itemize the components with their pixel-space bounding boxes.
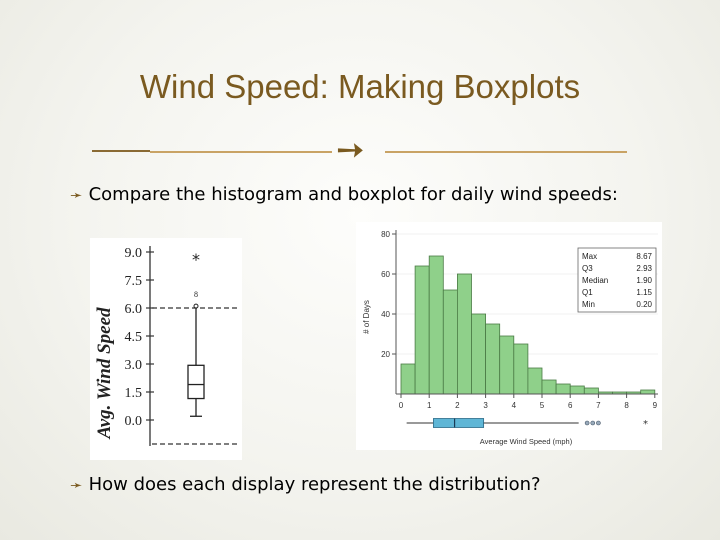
y-tick-label: 80 (381, 230, 390, 239)
summary-row-value: 8.67 (636, 252, 652, 261)
histogram-bar (414, 265, 430, 395)
histogram-x-ticks: 0 1 2 3 4 5 6 7 8 9 (399, 394, 658, 410)
histogram-bar (442, 289, 458, 395)
summary-row-value: 1.15 (636, 288, 652, 297)
boxplot-outlier-star: * (643, 419, 648, 430)
histogram-bar (471, 313, 487, 395)
handdrawn-tick-label: 0.0 (125, 414, 143, 429)
summary-row-label: Max (582, 252, 597, 261)
summary-table-border (577, 247, 657, 313)
histogram-bar (513, 343, 529, 395)
handdrawn-ticks: 9.0 7.5 6.0 4.5 3.0 1.5 0.0 (125, 246, 154, 429)
histogram-boxplot: * (406, 418, 648, 430)
handdrawn-tick-label: 7.5 (125, 274, 143, 289)
handdrawn-tick-label: 9.0 (125, 246, 143, 261)
summary-row-label: Q1 (582, 288, 593, 297)
summary-table: Max 8.67 Q3 2.93 Median 1.90 Q1 1.15 Min 0.20 (577, 247, 657, 313)
y-tick-label: 60 (381, 270, 390, 279)
x-tick-label: 8 (624, 401, 629, 410)
handdrawn-outlier-label: 8 (194, 290, 198, 299)
bullet-compare: ➛ Compare the histogram and boxplot for d… (70, 184, 618, 205)
x-tick-label: 7 (596, 401, 601, 410)
histogram-bar (400, 363, 416, 395)
x-tick-label: 5 (540, 401, 545, 410)
handdrawn-tick-label: 6.0 (125, 302, 143, 317)
slide-title: Wind Speed: Making Boxplots (139, 68, 581, 105)
title-underline-left (150, 151, 332, 153)
handdrawn-box: 8* (152, 250, 238, 417)
x-tick-label: 9 (653, 401, 658, 410)
bullet-arrow-icon: ➛ (70, 186, 83, 204)
handdrawn-boxplot-panel: Avg. Wind Speed 9.0 7.5 6.0 4.5 3.0 1.5 0.0 8 * (90, 238, 242, 460)
x-tick-label: 6 (568, 401, 573, 410)
x-tick-label: 2 (455, 401, 460, 410)
histogram-bar (583, 387, 599, 395)
x-tick-label: 1 (427, 401, 432, 410)
histogram-bar (527, 367, 543, 395)
boxplot-outlier-circle (590, 420, 596, 426)
histogram-bar (640, 389, 656, 395)
summary-row-label: Median (582, 276, 608, 285)
boxplot-outlier-circle (596, 420, 601, 426)
histogram-svg: # of Days 20 40 60 80 0 1 2 3 4 5 6 7 8 9 Max 8.67 Q3 2… (362, 230, 658, 446)
handdrawn-outlier-circle (193, 303, 199, 309)
boxplot-box (433, 418, 485, 428)
summary-row-value: 2.93 (636, 264, 652, 273)
y-tick-label: 20 (381, 350, 390, 359)
x-tick-label: 4 (512, 401, 517, 410)
bullet-compare-text: Compare the histogram and boxplot for da… (88, 184, 618, 205)
histogram-bar (555, 383, 571, 395)
histogram-bars (400, 255, 656, 395)
boxplot-outlier-circle (584, 420, 590, 426)
summary-row-label: Min (582, 300, 595, 309)
summary-row-value: 0.20 (636, 300, 652, 309)
bullet-arrow-icon: ➛ (70, 476, 83, 494)
handdrawn-outlier-star: * (192, 250, 200, 269)
histogram-panel: # of Days 20 40 60 80 0 1 2 3 4 5 6 7 8 9 Max 8.67 Q3 2… (356, 222, 662, 450)
y-tick-label: 40 (381, 310, 390, 319)
bullet-question: ➛ How does each display represent the dis… (70, 474, 541, 495)
title-underline-right (385, 151, 627, 153)
bullet-question-text: How does each display represent the dist… (88, 474, 541, 495)
histogram-bar (457, 273, 472, 395)
handdrawn-ylabel: Avg. Wind Speed (94, 307, 115, 440)
summary-row-value: 1.90 (636, 276, 652, 285)
histogram-ylabel: # of Days (362, 300, 371, 334)
histogram-bar (499, 335, 515, 395)
title-underline-left-accent (92, 150, 150, 152)
histogram-bar (485, 323, 501, 395)
histogram-bar (569, 385, 585, 395)
handdrawn-tick-label: 3.0 (125, 358, 143, 373)
handdrawn-box-rect (187, 364, 205, 400)
summary-row-label: Q3 (582, 264, 593, 273)
histogram-bar (541, 379, 557, 395)
histogram-xlabel: Average Wind Speed (mph) (480, 437, 573, 446)
x-tick-label: 3 (483, 401, 488, 410)
bullet-arrow-icon: ➙ (336, 130, 365, 170)
handdrawn-boxplot-svg: Avg. Wind Speed 9.07.56.04.53.01.50.0 8* (94, 246, 238, 446)
handdrawn-tick-label: 1.5 (125, 386, 143, 401)
handdrawn-tick-label: 4.5 (125, 330, 143, 345)
x-tick-label: 0 (399, 401, 404, 410)
histogram-bar (428, 255, 444, 395)
